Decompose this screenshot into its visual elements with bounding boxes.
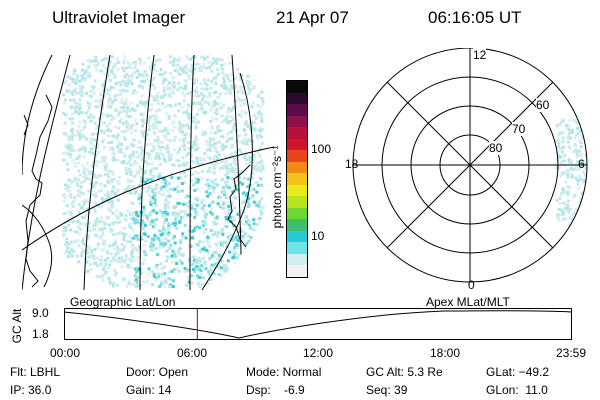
info-mode: Mode: Normal <box>246 365 322 379</box>
info-glon: GLon: 11.0 <box>486 383 548 397</box>
altitude-curve <box>64 310 572 339</box>
colorbar-swatch <box>287 207 307 220</box>
colorbar-swatch <box>287 265 307 277</box>
timeline-y-top: 9.0 <box>32 306 49 320</box>
timeline-ylabel: GC Alt <box>10 308 24 344</box>
colorbar-tick-100: 100 <box>311 142 332 156</box>
mlt-label-6: 6 <box>578 157 585 171</box>
header-time: 06:16:05 UT <box>428 8 522 27</box>
timeline-tick-0000: 00:00 <box>50 346 81 360</box>
timeline-y-bottom: 1.8 <box>32 327 49 341</box>
polar-plot <box>352 48 588 283</box>
colorbar-swatch <box>287 92 307 105</box>
aurora-emission-polar <box>555 118 587 231</box>
info-gc-alt: GC Alt: 5.3 Re <box>366 365 443 379</box>
info-flt: Flt: LBHL <box>10 365 61 379</box>
geographic-map-label: Geographic Lat/Lon <box>70 295 176 309</box>
colorbar <box>286 80 308 278</box>
colorbar-swatch <box>287 173 307 185</box>
colorbar-swatch <box>287 138 307 151</box>
info-glat: GLat: −49.2 <box>486 365 550 379</box>
colorbar-swatch <box>287 253 307 266</box>
colorbar-unit-label: photon cm⁻²s⁻¹ <box>270 145 284 229</box>
timeline-tick-2359: 23:59 <box>556 346 587 360</box>
colorbar-swatch <box>287 230 307 243</box>
colorbar-tick-10: 10 <box>311 229 325 243</box>
info-dsp: Dsp: -6.9 <box>246 383 305 397</box>
timeline-tick-0600: 06:00 <box>177 346 208 360</box>
colorbar-swatch <box>287 161 307 174</box>
colorbar-swatch <box>287 115 307 128</box>
info-seq: Seq: 39 <box>366 383 408 397</box>
header-date: 21 Apr 07 <box>276 8 349 27</box>
mlt-label-0: 0 <box>468 278 475 292</box>
info-door: Door: Open <box>126 365 189 379</box>
colorbar-swatch <box>287 242 307 254</box>
info-gain: Gain: 14 <box>126 383 172 397</box>
lat-label-70: 70 <box>512 122 526 136</box>
colorbar-swatch <box>287 196 307 208</box>
app-title: Ultraviolet Imager <box>52 8 186 27</box>
colorbar-swatch <box>287 184 307 197</box>
timeline-tick-1200: 12:00 <box>303 346 334 360</box>
colorbar-swatch <box>287 80 307 93</box>
lat-label-80: 80 <box>489 141 503 155</box>
lat-label-60: 60 <box>536 98 550 112</box>
altitude-timeline <box>64 308 572 340</box>
mlt-label-18: 18 <box>345 157 359 171</box>
polar-plot-label: Apex MLat/MLT <box>426 295 510 309</box>
colorbar-swatch <box>287 150 307 162</box>
colorbar-swatch <box>287 219 307 231</box>
colorbar-swatch <box>287 104 307 116</box>
aurora-emission-left <box>62 55 265 288</box>
timeline-tick-1800: 18:00 <box>430 346 461 360</box>
geographic-map <box>22 55 274 290</box>
colorbar-swatch <box>287 127 307 139</box>
info-ip: IP: 36.0 <box>10 383 52 397</box>
mlt-label-12: 12 <box>473 48 487 62</box>
